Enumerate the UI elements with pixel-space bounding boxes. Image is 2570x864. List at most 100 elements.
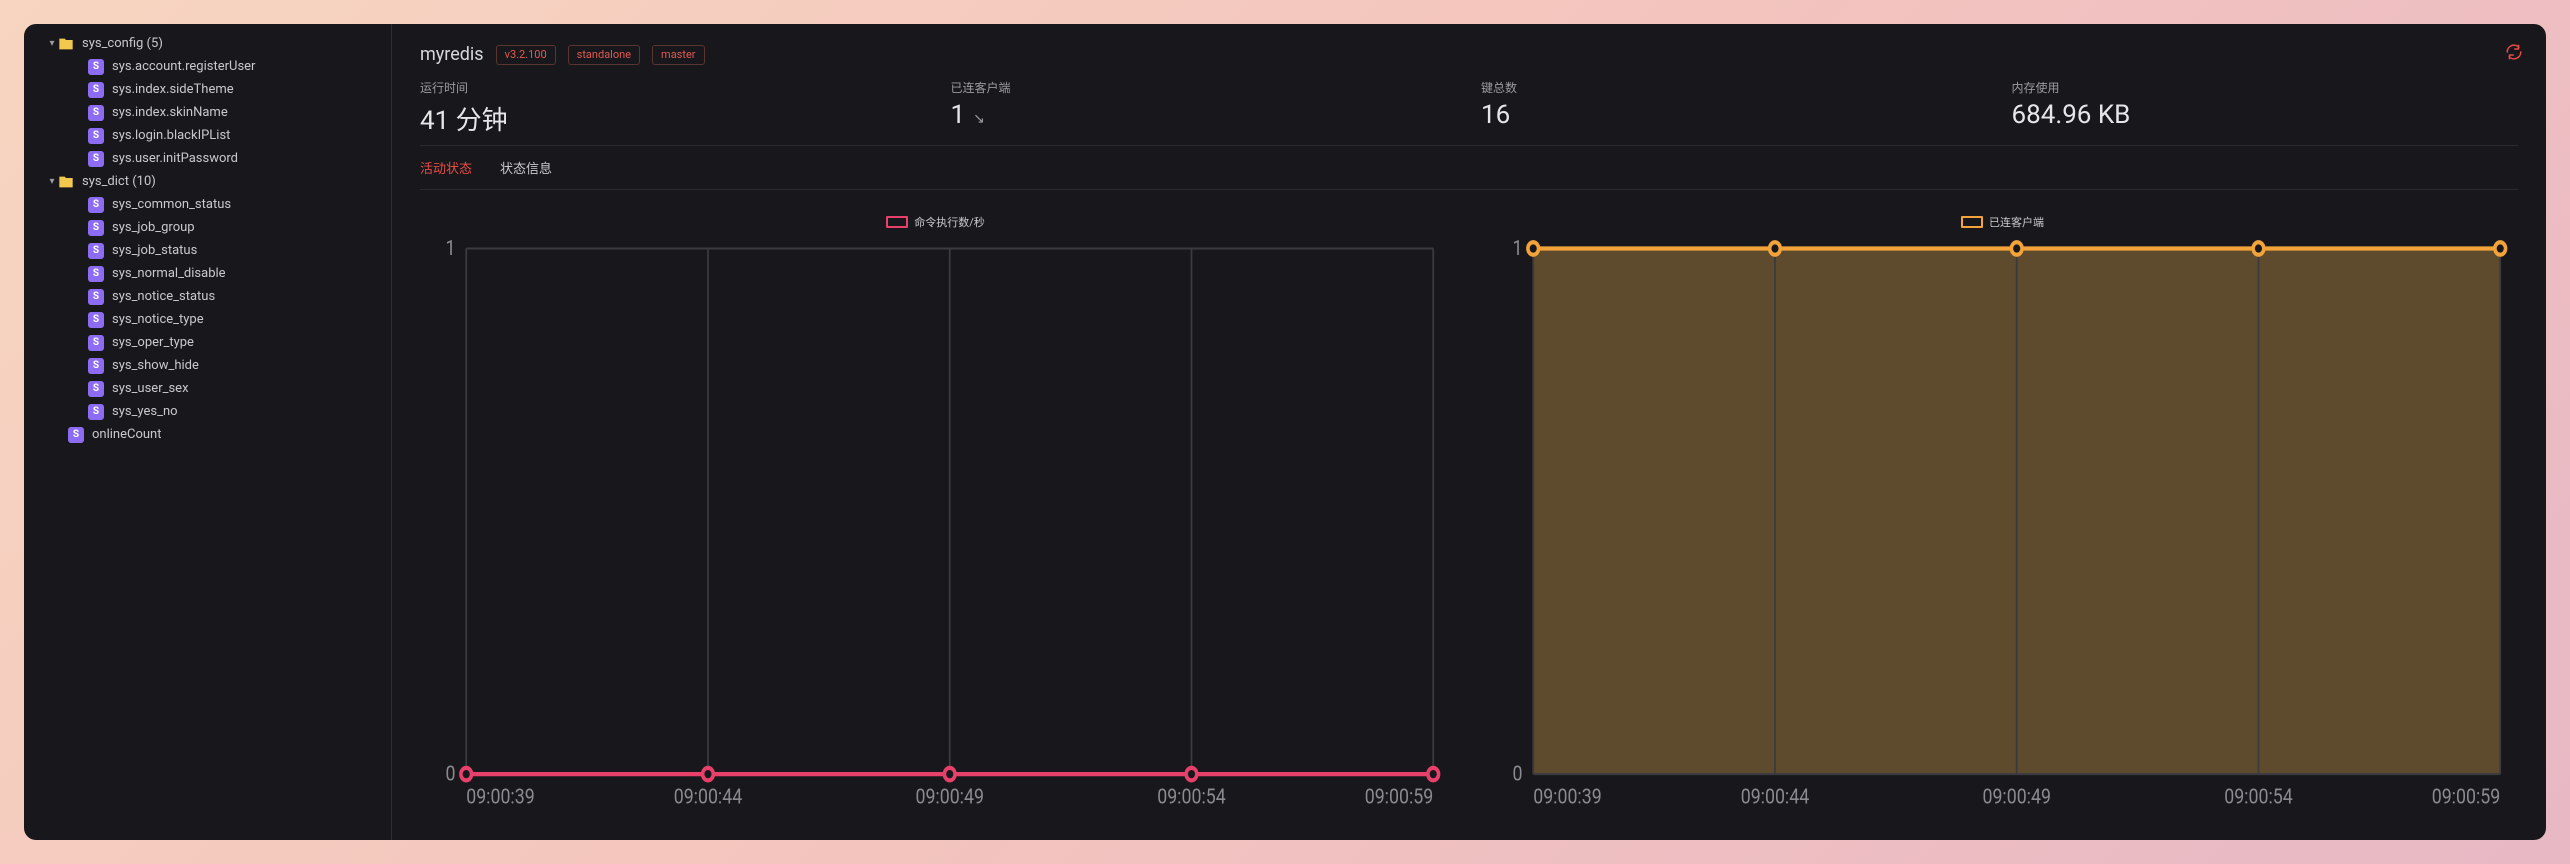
charts-row: 命令执行数/秒 0 1 09:00:39 09:00:44 09:00:49 09:00:… <box>420 214 2518 820</box>
legend-swatch <box>886 216 908 228</box>
tree-folder-label: sys_config (5) <box>82 36 163 51</box>
tree-folder-sys_dict[interactable]: ▾ sys_dict (10) <box>24 170 391 193</box>
tab-status-info[interactable]: 状态信息 <box>500 146 552 189</box>
svg-text:0: 0 <box>1513 761 1523 786</box>
caret-down-icon: ▾ <box>46 38 58 50</box>
string-type-icon: S <box>88 404 104 420</box>
tree-key-label: sys_user_sex <box>112 381 189 396</box>
tag-role: master <box>652 45 704 65</box>
stat-clients: 已连客户端 1 ↘ <box>951 79 1458 137</box>
string-type-icon: S <box>88 335 104 351</box>
tree-key-label: onlineCount <box>92 427 161 442</box>
string-type-icon: S <box>88 128 104 144</box>
string-type-icon: S <box>88 220 104 236</box>
tree-key-label: sys.index.skinName <box>112 105 228 120</box>
tree-key-label: sys_job_group <box>112 220 195 235</box>
chart-area: 0 1 09:00:39 09:00:44 09:00:49 09:00:54 09:00:… <box>1487 236 2518 820</box>
tree-key-label: sys_notice_type <box>112 312 204 327</box>
string-type-icon: S <box>88 59 104 75</box>
stat-uptime: 运行时间 41 分钟 <box>420 79 927 137</box>
refresh-button[interactable] <box>2504 42 2524 62</box>
tree-folder-sys_config[interactable]: ▾ sys_config (5) <box>24 32 391 55</box>
tree-key[interactable]: Ssys_notice_type <box>24 308 391 331</box>
string-type-icon: S <box>88 105 104 121</box>
chart-area: 0 1 09:00:39 09:00:44 09:00:49 09:00:54 09:00:… <box>420 236 1451 820</box>
svg-text:0: 0 <box>446 761 456 786</box>
svg-text:1: 1 <box>446 236 456 260</box>
caret-down-icon: ▾ <box>46 176 58 188</box>
chart-svg: 0 1 09:00:39 09:00:44 09:00:49 09:00:54 09:00:… <box>1487 236 2518 820</box>
app-window: ▾ sys_config (5) Ssys.account.registerUser… <box>24 24 2546 840</box>
tree-key-label: sys_show_hide <box>112 358 199 373</box>
stat-label: 已连客户端 <box>951 79 1458 96</box>
tree-key-label: sys.user.initPassword <box>112 151 238 166</box>
string-type-icon: S <box>88 289 104 305</box>
chart-commands: 命令执行数/秒 0 1 09:00:39 09:00:44 09:00:49 09:00:… <box>420 214 1451 820</box>
svg-text:1: 1 <box>1513 236 1523 260</box>
sidebar: ▾ sys_config (5) Ssys.account.registerUser… <box>24 24 392 840</box>
tree-key[interactable]: Ssys.index.skinName <box>24 101 391 124</box>
tabs: 活动状态 状态信息 <box>420 145 2518 190</box>
tree-key-label: sys_normal_disable <box>112 266 226 281</box>
tree-key[interactable]: Ssys.login.blackIPList <box>24 124 391 147</box>
tree-key[interactable]: Ssys_common_status <box>24 193 391 216</box>
svg-text:09:00:44: 09:00:44 <box>1741 784 1810 809</box>
tree-key[interactable]: SonlineCount <box>24 423 391 446</box>
stat-value: 16 <box>1481 100 1988 130</box>
tree-key[interactable]: Ssys.index.sideTheme <box>24 78 391 101</box>
tree-key-label: sys_job_status <box>112 243 197 258</box>
svg-text:09:00:59: 09:00:59 <box>2432 784 2500 809</box>
tab-activity[interactable]: 活动状态 <box>420 146 472 189</box>
string-type-icon: S <box>88 243 104 259</box>
chart-clients: 已连客户端 0 1 09:00:39 09:00:44 09:00:49 09:00:54… <box>1487 214 2518 820</box>
chart-svg: 0 1 09:00:39 09:00:44 09:00:49 09:00:54 09:00:… <box>420 236 1451 820</box>
chart-legend: 命令执行数/秒 <box>420 214 1451 230</box>
string-type-icon: S <box>88 358 104 374</box>
tree-key-label: sys_oper_type <box>112 335 194 350</box>
tree-key-label: sys.account.registerUser <box>112 59 255 74</box>
svg-text:09:00:49: 09:00:49 <box>915 784 983 809</box>
svg-text:09:00:59: 09:00:59 <box>1365 784 1433 809</box>
refresh-icon <box>2505 43 2523 61</box>
tag-version: v3.2.100 <box>496 45 556 65</box>
stat-memory: 内存使用 684.96 KB <box>2012 79 2519 137</box>
tree-key-label: sys_yes_no <box>112 404 178 419</box>
tree-folder-label: sys_dict (10) <box>82 174 156 189</box>
svg-text:09:00:39: 09:00:39 <box>1533 784 1601 809</box>
legend-swatch <box>1961 216 1983 228</box>
stat-keys: 键总数 16 <box>1481 79 1988 137</box>
legend-label: 命令执行数/秒 <box>914 214 985 230</box>
tree-key-label: sys_common_status <box>112 197 231 212</box>
stat-label: 键总数 <box>1481 79 1988 96</box>
svg-text:09:00:54: 09:00:54 <box>2224 784 2293 809</box>
string-type-icon: S <box>88 381 104 397</box>
stat-number: 1 <box>951 100 966 130</box>
tree-key[interactable]: Ssys_yes_no <box>24 400 391 423</box>
stat-label: 内存使用 <box>2012 79 2519 96</box>
tree-key[interactable]: Ssys_normal_disable <box>24 262 391 285</box>
svg-text:09:00:39: 09:00:39 <box>466 784 534 809</box>
folder-icon <box>58 36 74 52</box>
tree-key-label: sys.index.sideTheme <box>112 82 234 97</box>
legend-label: 已连客户端 <box>1989 214 2044 230</box>
tree-key[interactable]: Ssys_oper_type <box>24 331 391 354</box>
tree-key[interactable]: Ssys.user.initPassword <box>24 147 391 170</box>
tree-key[interactable]: Ssys_job_status <box>24 239 391 262</box>
trend-down-icon: ↘ <box>973 111 985 127</box>
svg-text:09:00:54: 09:00:54 <box>1157 784 1226 809</box>
tree-key[interactable]: Ssys_notice_status <box>24 285 391 308</box>
tree-key-label: sys_notice_status <box>112 289 215 304</box>
string-type-icon: S <box>88 82 104 98</box>
string-type-icon: S <box>68 427 84 443</box>
stat-value: 41 分钟 <box>420 100 927 137</box>
tree-key[interactable]: Ssys.account.registerUser <box>24 55 391 78</box>
string-type-icon: S <box>88 197 104 213</box>
tree-key[interactable]: Ssys_job_group <box>24 216 391 239</box>
tree-key[interactable]: Ssys_user_sex <box>24 377 391 400</box>
tree-key[interactable]: Ssys_show_hide <box>24 354 391 377</box>
svg-text:09:00:49: 09:00:49 <box>1982 784 2050 809</box>
main-panel: myredis v3.2.100 standalone master 运行时间 … <box>392 24 2546 840</box>
svg-text:09:00:44: 09:00:44 <box>674 784 743 809</box>
connection-name: myredis <box>420 44 484 65</box>
string-type-icon: S <box>88 266 104 282</box>
